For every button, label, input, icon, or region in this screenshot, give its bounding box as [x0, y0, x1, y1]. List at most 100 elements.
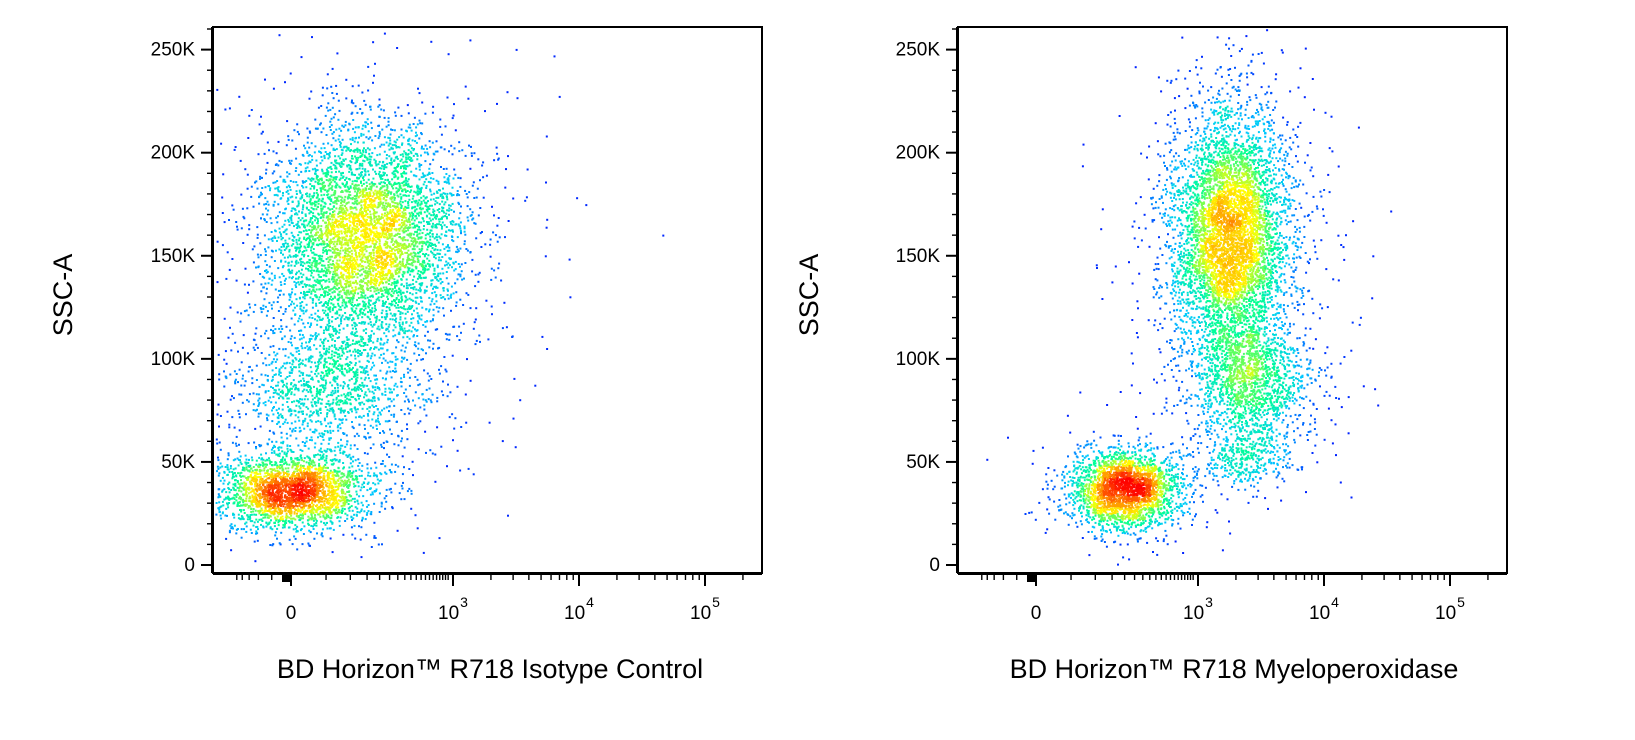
event-point — [263, 501, 265, 503]
event-point — [254, 478, 256, 480]
event-point — [367, 90, 369, 92]
event-point — [340, 146, 342, 148]
event-point — [340, 130, 342, 132]
event-point — [286, 452, 288, 454]
event-point — [384, 205, 386, 207]
event-point — [256, 498, 258, 500]
event-point — [298, 200, 300, 202]
event-point — [421, 146, 423, 148]
event-point — [358, 495, 360, 497]
event-point — [302, 208, 304, 210]
event-point — [234, 525, 236, 527]
event-point — [410, 287, 412, 289]
event-point — [316, 472, 318, 474]
event-point — [220, 449, 222, 451]
event-point — [219, 467, 221, 469]
event-point — [315, 522, 317, 524]
event-point — [311, 264, 313, 266]
event-point — [397, 304, 399, 306]
event-point — [318, 107, 320, 109]
event-point — [335, 498, 337, 500]
event-point — [452, 117, 454, 119]
event-point — [291, 498, 293, 500]
event-point — [323, 279, 325, 281]
event-point — [288, 486, 290, 488]
event-point — [450, 295, 452, 297]
event-point — [325, 246, 327, 248]
event-point — [306, 304, 308, 306]
event-point — [420, 222, 422, 224]
event-point — [291, 318, 293, 320]
event-point — [329, 213, 331, 215]
event-point — [320, 476, 322, 478]
event-point — [445, 213, 447, 215]
event-point — [298, 491, 300, 493]
event-point — [238, 413, 240, 415]
event-point — [369, 195, 371, 197]
event-point — [266, 513, 268, 515]
event-point — [342, 492, 344, 494]
event-point — [263, 498, 265, 500]
event-point — [417, 527, 419, 529]
event-point — [286, 144, 288, 146]
event-point — [318, 490, 320, 492]
event-point — [322, 309, 324, 311]
event-point — [226, 515, 228, 517]
event-point — [381, 543, 383, 545]
event-point — [250, 520, 252, 522]
event-point — [381, 505, 383, 507]
event-point — [395, 346, 397, 348]
event-point — [333, 330, 335, 332]
event-point — [400, 249, 402, 251]
event-point — [238, 514, 240, 516]
event-point — [338, 155, 340, 157]
event-point — [445, 246, 447, 248]
event-point — [289, 296, 291, 298]
event-point — [468, 145, 470, 147]
event-point — [321, 244, 323, 246]
event-point — [300, 472, 302, 474]
event-point — [370, 278, 372, 280]
event-point — [315, 454, 317, 456]
event-point — [409, 284, 411, 286]
event-point — [296, 193, 298, 195]
event-point — [351, 526, 353, 528]
event-point — [229, 530, 231, 532]
event-point — [391, 464, 393, 466]
event-point — [316, 496, 318, 498]
event-point — [286, 499, 288, 501]
event-point — [251, 503, 253, 505]
event-point — [336, 493, 338, 495]
event-point — [402, 473, 404, 475]
event-point — [292, 475, 294, 477]
event-point — [324, 511, 326, 513]
event-point — [285, 481, 287, 483]
event-point — [331, 392, 333, 394]
event-point — [251, 501, 253, 503]
event-point — [271, 464, 273, 466]
event-point — [421, 314, 423, 316]
event-point — [379, 511, 381, 513]
event-point — [301, 459, 303, 461]
event-point — [340, 174, 342, 176]
event-point — [378, 296, 380, 298]
event-point — [355, 491, 357, 493]
event-point — [240, 476, 242, 478]
event-point — [276, 152, 278, 154]
event-point — [299, 498, 301, 500]
event-point — [359, 212, 361, 214]
event-point — [324, 292, 326, 294]
event-point — [245, 455, 247, 457]
event-point — [296, 241, 298, 243]
event-point — [338, 471, 340, 473]
event-point — [337, 317, 339, 319]
event-point — [354, 180, 356, 182]
event-point — [313, 188, 315, 190]
event-point — [267, 443, 269, 445]
event-point — [330, 470, 332, 472]
event-point — [248, 465, 250, 467]
event-point — [446, 465, 448, 467]
event-point — [413, 155, 415, 157]
event-point — [297, 234, 299, 236]
event-point — [379, 104, 381, 106]
